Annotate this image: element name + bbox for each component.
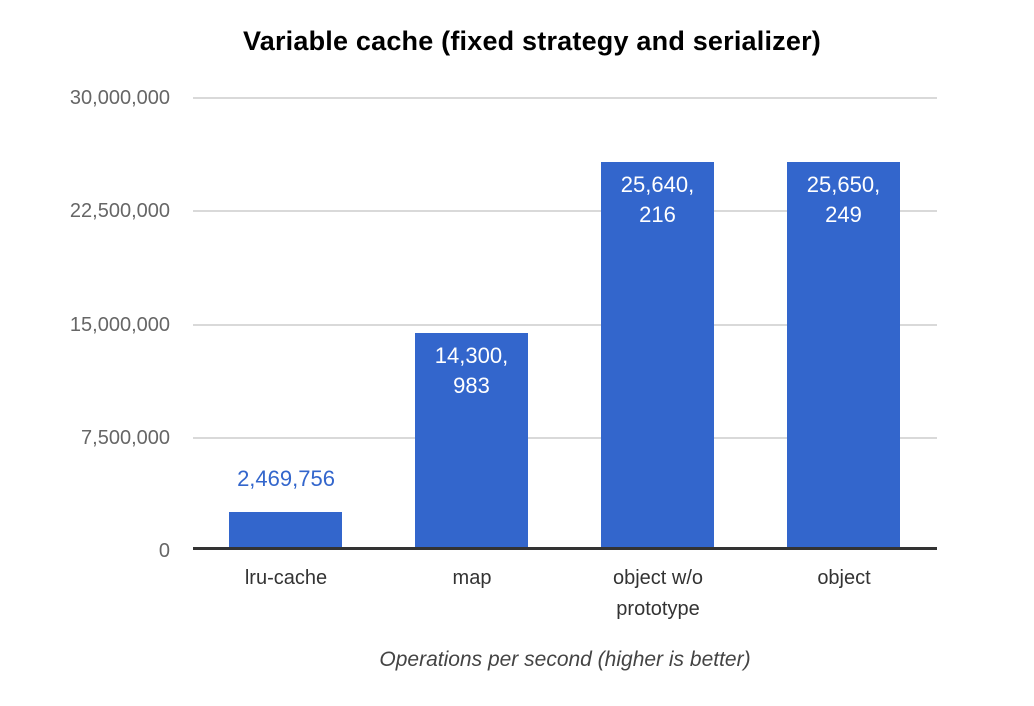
y-tick-label-0: 0 <box>158 540 170 562</box>
gridline-30000000 <box>193 97 937 99</box>
bar-object: 25,650, 249 <box>787 98 900 551</box>
gridline-22500000 <box>193 210 937 212</box>
bar-map: 14,300, 983 <box>415 98 528 551</box>
y-tick-label-7500000: 7,500,000 <box>81 427 170 449</box>
x-axis-label-object-wo-prototype: object w/o prototype <box>612 567 704 620</box>
bar-value-label-lru-cache: 2,469,756 <box>237 466 335 491</box>
gridline-7500000 <box>193 437 937 439</box>
plot-area: 2,469,756 14,300, 983 25,640, 216 25,650… <box>193 97 937 551</box>
x-axis-label-map: map <box>452 567 492 589</box>
x-axis-label-lru-cache: lru-cache <box>244 567 328 589</box>
gridline-15000000 <box>193 324 937 326</box>
y-tick-label-30000000: 30,000,000 <box>69 87 170 109</box>
x-axis-title: Operations per second (higher is better) <box>379 648 751 671</box>
bar-value-label-map: 14,300, 983 <box>434 343 509 398</box>
x-axis-line <box>193 547 937 550</box>
bar-value-label-object-wo-prototype: 25,640, 216 <box>620 172 695 227</box>
bar-rect-object <box>787 162 900 549</box>
bar-object-wo-prototype: 25,640, 216 <box>601 98 714 551</box>
y-tick-label-15000000: 15,000,000 <box>69 314 170 336</box>
bar-rect-lru-cache <box>229 512 342 549</box>
bar-lru-cache: 2,469,756 <box>229 98 342 551</box>
bar-value-label-object: 25,650, 249 <box>806 172 881 227</box>
x-axis-label-object: object <box>817 567 871 589</box>
y-tick-label-22500000: 22,500,000 <box>69 200 170 222</box>
bar-rect-map <box>415 333 528 549</box>
bar-rect-object-wo-prototype <box>601 162 714 549</box>
chart-title: Variable cache (fixed strategy and seria… <box>243 26 821 56</box>
